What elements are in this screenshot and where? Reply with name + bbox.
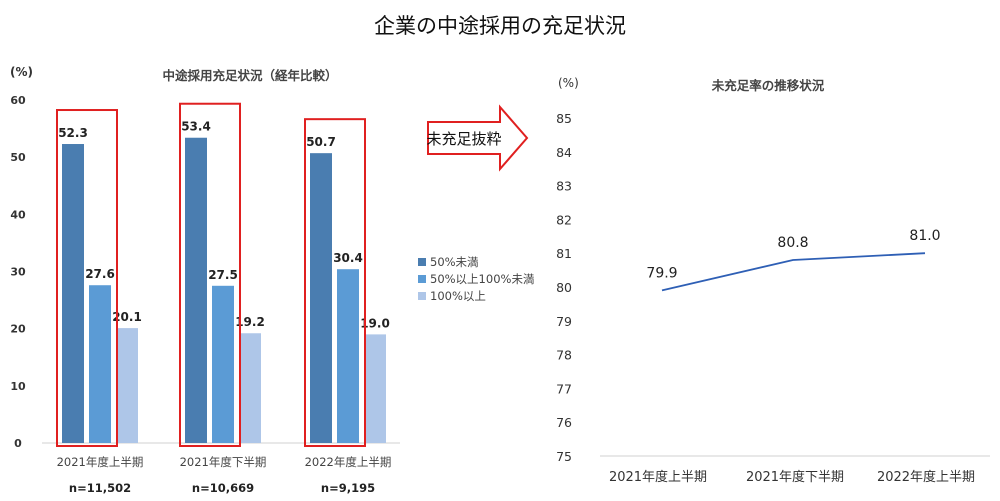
bar-y-tick-label: 60 [10, 94, 26, 107]
bar-chart-y-ticks: 0 10 20 30 40 50 60 [10, 94, 26, 450]
line-x-tick-label: 2022年度上半期 [877, 469, 975, 485]
bar [239, 333, 261, 443]
legend-swatch [418, 258, 426, 266]
bar [310, 153, 332, 444]
bar-x-tick-label: 2021年度下半期 [180, 455, 267, 469]
line-y-tick-label: 82 [556, 212, 572, 227]
bar-chart-x-labels: 2021年度上半期 2021年度下半期 2022年度上半期 [57, 455, 392, 469]
line-data-label: 79.9 [646, 265, 677, 281]
line-y-tick-label: 75 [556, 449, 572, 464]
bar-data-label: 19.2 [235, 315, 265, 329]
bar-data-label: 50.7 [306, 135, 336, 149]
bar [212, 285, 234, 443]
bar [62, 144, 84, 444]
bar-y-tick-label: 30 [10, 266, 26, 279]
bar [89, 285, 111, 443]
line-y-tick-label: 78 [556, 348, 572, 363]
bar [116, 328, 138, 443]
legend-swatch [418, 275, 426, 283]
line-data-label: 80.8 [777, 235, 808, 251]
bar-y-tick-label: 20 [10, 323, 26, 336]
line-chart-y-unit: (%) [558, 76, 579, 90]
bar-chart-legend: 50%未満 50%以上100%未満 100%以上 [418, 255, 534, 303]
arrow-shape: 未充足抜粋 [426, 104, 529, 172]
bar-x-tick-label: 2021年度上半期 [57, 455, 144, 469]
bar-chart-y-unit: (%) [10, 65, 33, 79]
bar-data-label: 19.0 [360, 316, 390, 330]
bar-x-tick-label: 2022年度上半期 [305, 455, 392, 469]
line-y-tick-label: 79 [556, 314, 572, 329]
highlight-box [304, 118, 366, 447]
line-x-tick-label: 2021年度上半期 [609, 469, 707, 485]
bar [364, 334, 386, 443]
line-y-tick-label: 77 [556, 381, 572, 396]
bar-y-tick-label: 0 [14, 437, 22, 450]
bar-data-label: 27.6 [85, 267, 115, 281]
highlight-box [179, 102, 241, 447]
bar-chart-highlight-boxes [56, 102, 366, 447]
line-chart-y-ticks: 75 76 77 78 79 80 81 82 83 84 85 [556, 111, 572, 464]
bar [337, 269, 359, 443]
line-chart-x-labels: 2021年度上半期 2021年度下半期 2022年度上半期 [609, 469, 975, 485]
bar-chart-bars: 52.3 27.6 20.1 53.4 27.5 19.2 50.7 30.4 19.0 [58, 120, 390, 444]
right-arrow-icon [427, 104, 529, 172]
bar-data-label: 53.4 [181, 120, 211, 134]
bar-data-label: 27.5 [208, 268, 238, 282]
bar-chart-sample-sizes: n=11,502 n=10,669 n=9,195 [69, 481, 375, 495]
line-chart-data-labels: 79.9 80.8 81.0 [646, 228, 940, 281]
legend-swatch [418, 292, 426, 300]
bar-data-label: 20.1 [112, 310, 142, 324]
sample-size-label: n=9,195 [321, 481, 375, 495]
line-chart: 未充足率の推移状況 (%) 75 76 77 78 79 80 81 82 83 84 85 79.… [556, 76, 990, 485]
bar-chart: 中途採用充足状況（経年比較） (%) 0 10 20 30 40 50 60 52.3 27.… [10, 65, 534, 495]
bar-chart-title: 中途採用充足状況（経年比較） [162, 68, 337, 83]
line-y-tick-label: 80 [556, 280, 572, 295]
line-y-tick-label: 76 [556, 415, 572, 430]
line-y-tick-label: 81 [556, 246, 572, 261]
line-y-tick-label: 83 [556, 179, 572, 194]
line-x-tick-label: 2021年度下半期 [746, 469, 844, 485]
bar-data-label: 30.4 [333, 251, 363, 265]
legend-label: 100%以上 [430, 289, 486, 303]
bar-data-label: 52.3 [58, 126, 88, 140]
line-y-tick-label: 84 [556, 145, 572, 160]
line-y-tick-label: 85 [556, 111, 572, 126]
bar [185, 137, 207, 444]
line-data-label: 81.0 [909, 228, 940, 244]
line-chart-series [661, 252, 926, 292]
arrow-label: 未充足抜粋 [426, 130, 501, 148]
bar-y-tick-label: 10 [10, 380, 26, 393]
legend-label: 50%以上100%未満 [430, 272, 534, 286]
highlight-box [56, 109, 118, 447]
line-series-path [661, 252, 926, 292]
sample-size-label: n=11,502 [69, 481, 131, 495]
bar-y-tick-label: 40 [10, 208, 26, 221]
line-chart-title: 未充足率の推移状況 [711, 78, 825, 93]
bar-y-tick-label: 50 [10, 151, 26, 164]
page-title: 企業の中途採用の充足状況 [374, 14, 626, 38]
legend-label: 50%未満 [430, 255, 479, 269]
sample-size-label: n=10,669 [192, 481, 254, 495]
